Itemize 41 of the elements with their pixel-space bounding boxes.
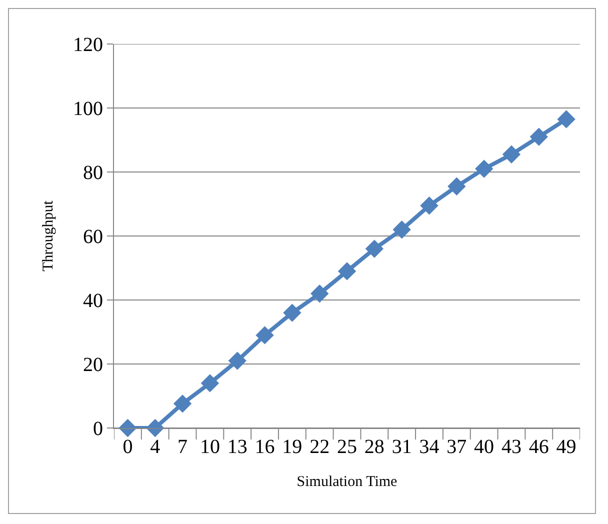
point <box>200 374 220 392</box>
y-tick-label: 20 <box>83 354 103 376</box>
y-tick-label: 100 <box>73 98 103 120</box>
point <box>338 262 356 280</box>
point <box>256 326 274 344</box>
point <box>392 220 411 239</box>
point <box>365 240 384 258</box>
x-tick-label: 22 <box>310 436 330 458</box>
point <box>173 394 192 413</box>
x-tick-label: 0 <box>122 436 133 458</box>
y-tick-label: 80 <box>83 162 103 184</box>
x-tick-label: 40 <box>474 436 494 458</box>
x-axis-title: Simulation Time <box>296 474 398 490</box>
x-tick-label: 4 <box>150 436 160 458</box>
point <box>502 145 521 164</box>
x-tick-label: 49 <box>556 436 576 458</box>
point <box>283 304 302 322</box>
x-tick-label: 10 <box>200 436 220 458</box>
x-tick-label: 7 <box>178 436 188 458</box>
y-tick-label: 40 <box>83 290 103 312</box>
x-tick-label: 16 <box>254 436 275 458</box>
y-tick-label: 120 <box>73 34 103 56</box>
x-tick-label: 46 <box>528 436 549 458</box>
y-tick-label: 60 <box>83 226 103 248</box>
x-tick-label: 37 <box>446 436 467 458</box>
point <box>310 284 329 303</box>
x-tick-label: 43 <box>501 436 522 458</box>
y-tick-label: 0 <box>93 418 103 440</box>
x-tick-label: 13 <box>227 436 248 458</box>
point <box>420 196 438 215</box>
y-axis-title: Throughput <box>40 200 56 272</box>
point <box>474 160 494 178</box>
point <box>557 110 576 128</box>
x-tick-label: 28 <box>364 436 384 458</box>
point <box>228 352 246 370</box>
point <box>448 177 466 196</box>
x-tick-label: 34 <box>419 436 440 458</box>
point <box>530 128 548 146</box>
x-tick-label: 31 <box>392 436 412 458</box>
x-tick-label: 19 <box>282 436 302 458</box>
x-tick-label: 25 <box>337 436 357 458</box>
